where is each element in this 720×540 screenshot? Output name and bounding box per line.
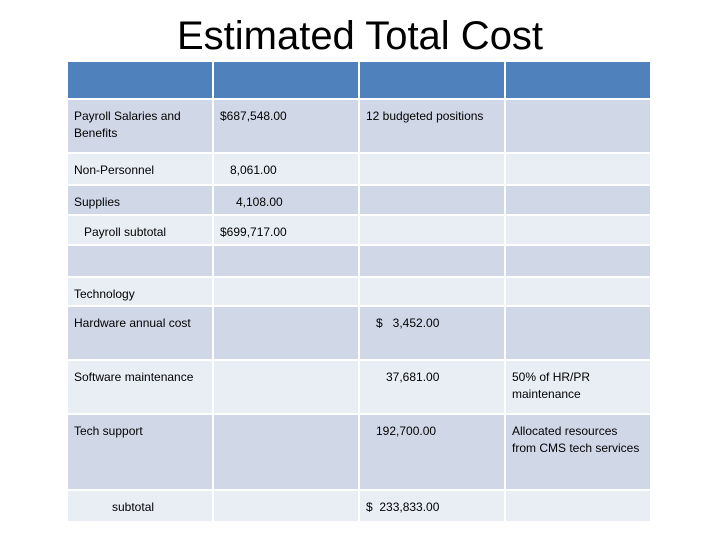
row-label: Tech support: [66, 413, 214, 491]
row-label: Payroll Salaries and Benefits: [66, 98, 214, 154]
row-empty: [212, 359, 360, 415]
table-header-row: [66, 60, 652, 100]
row-empty: [212, 489, 360, 523]
table-row: Supplies 4,108.00: [66, 184, 652, 216]
table-row: Payroll subtotal $699,717.00: [66, 214, 652, 246]
table-row: Technology: [66, 276, 652, 307]
row-empty: [212, 413, 360, 491]
row-note: Allocated resources from CMS tech servic…: [504, 413, 652, 491]
row-empty: [358, 152, 506, 186]
row-note: 50% of HR/PR maintenance: [504, 359, 652, 415]
row-empty: [504, 214, 652, 246]
cost-table: Payroll Salaries and Benefits $687,548.0…: [66, 60, 652, 523]
row-empty: [504, 244, 652, 278]
row-amount: 8,061.00: [212, 152, 360, 186]
row-note: 12 budgeted positions: [358, 98, 506, 154]
row-empty: [358, 184, 506, 216]
row-empty: [212, 276, 360, 307]
row-amount: $ 3,452.00: [358, 305, 506, 361]
table-row: subtotal $ 233,833.00: [66, 489, 652, 523]
row-amount: 37,681.00: [358, 359, 506, 415]
row-amount: $699,717.00: [212, 214, 360, 246]
row-empty: [504, 305, 652, 361]
row-empty: [358, 214, 506, 246]
row-empty: [504, 489, 652, 523]
row-empty: [358, 244, 506, 278]
table-row: Software maintenance 37,681.00 50% of HR…: [66, 359, 652, 415]
row-empty: [504, 184, 652, 216]
row-empty: [504, 98, 652, 154]
header-cell: [504, 60, 652, 100]
table-row: Tech support 192,700.00 Allocated resour…: [66, 413, 652, 491]
table-row: Payroll Salaries and Benefits $687,548.0…: [66, 98, 652, 154]
row-empty: [66, 244, 214, 278]
row-label: Supplies: [66, 184, 214, 216]
header-cell: [66, 60, 214, 100]
row-empty: [358, 276, 506, 307]
header-cell: [358, 60, 506, 100]
table-row: [66, 244, 652, 278]
row-empty: [504, 152, 652, 186]
row-label: Hardware annual cost: [66, 305, 214, 361]
row-amount: 4,108.00: [212, 184, 360, 216]
header-cell: [212, 60, 360, 100]
row-empty: [212, 305, 360, 361]
row-empty: [212, 244, 360, 278]
page-title: Estimated Total Cost: [176, 14, 544, 58]
table-row: Non-Personnel 8,061.00: [66, 152, 652, 186]
row-label: Payroll subtotal: [66, 214, 214, 246]
row-amount: $687,548.00: [212, 98, 360, 154]
row-label: subtotal: [66, 489, 214, 523]
row-label: Non-Personnel: [66, 152, 214, 186]
row-amount: 192,700.00: [358, 413, 506, 491]
row-label: Software maintenance: [66, 359, 214, 415]
table-row: Hardware annual cost $ 3,452.00: [66, 305, 652, 361]
row-amount: $ 233,833.00: [358, 489, 506, 523]
row-label: Technology: [66, 276, 214, 307]
row-empty: [504, 276, 652, 307]
